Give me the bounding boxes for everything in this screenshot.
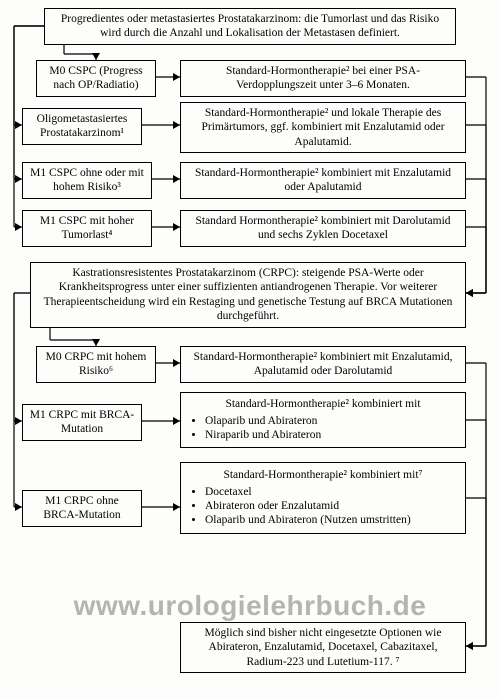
row3-left-text: M1 CSPC ohne oder mit hohem Risiko³	[29, 166, 145, 195]
row3-left: M1 CSPC ohne oder mit hohem Risiko³	[22, 162, 152, 199]
row7-left-text: M1 CRPC ohne BRCA-Mutation	[29, 494, 135, 523]
row2-right: Standard-Hormontherapie² und lokale Ther…	[180, 102, 466, 153]
watermark-text: www.urologielehrbuch.de	[74, 590, 427, 621]
row5-left: M0 CRPC mit hohem Risiko⁶	[36, 346, 156, 383]
row7-left: M1 CRPC ohne BRCA-Mutation	[22, 490, 142, 527]
row1-left: M0 CSPC (Progress nach OP/Radiatio)	[36, 60, 156, 97]
row1-right: Standard-Hormontherapie² bei einer PSA-V…	[180, 60, 466, 97]
row4-right-text: Standard Hormontherapie² kombiniert mit …	[187, 214, 459, 243]
row7-right-list: DocetaxelAbirateron oder EnzalutamidOlap…	[187, 485, 459, 528]
row5-right-text: Standard-Hormontherapie² kombiniert mit …	[187, 350, 459, 379]
row6-left: M1 CRPC mit BRCA-Mutation	[22, 404, 142, 441]
list-item: Docetaxel	[205, 485, 459, 499]
list-item: Olaparib und Abirateron	[205, 414, 459, 428]
row6-right-lead: Standard-Hormontherapie² kombiniert mit	[187, 397, 459, 411]
row5-left-text: M0 CRPC mit hohem Risiko⁶	[43, 350, 149, 379]
watermark: www.urologielehrbuch.de	[74, 590, 427, 622]
flowchart-canvas: Progredientes oder metastasiertes Prosta…	[0, 0, 500, 698]
row6-right-list: Olaparib und AbirateronNiraparib und Abi…	[187, 414, 459, 443]
header-box-2: Kastrationsresistentes Prostatakarzinom …	[30, 262, 466, 328]
row3-right: Standard-Hormontherapie² kombiniert mit …	[180, 162, 466, 199]
row6-right: Standard-Hormontherapie² kombiniert mit …	[180, 392, 466, 448]
row6-left-text: M1 CRPC mit BRCA-Mutation	[29, 408, 135, 437]
row7-right-lead: Standard-Hormontherapie² kombiniert mit⁷	[187, 468, 459, 482]
footer-text: Möglich sind bisher nicht eingesetzte Op…	[187, 626, 459, 669]
row1-right-text: Standard-Hormontherapie² bei einer PSA-V…	[187, 64, 459, 93]
list-item: Niraparib und Abirateron	[205, 428, 459, 442]
row1-left-text: M0 CSPC (Progress nach OP/Radiatio)	[43, 64, 149, 93]
footer-box: Möglich sind bisher nicht eingesetzte Op…	[180, 622, 466, 673]
row4-right: Standard Hormontherapie² kombiniert mit …	[180, 210, 466, 247]
list-item: Abirateron oder Enzalutamid	[205, 499, 459, 513]
row3-right-text: Standard-Hormontherapie² kombiniert mit …	[187, 166, 459, 195]
header-1-text: Progredientes oder metastasiertes Prosta…	[51, 12, 449, 41]
row5-right: Standard-Hormontherapie² kombiniert mit …	[180, 346, 466, 383]
row2-left-text: Oligometastasiertes Prostatakarzinom¹	[29, 112, 135, 141]
row2-left: Oligometastasiertes Prostatakarzinom¹	[22, 108, 142, 145]
header-2-text: Kastrationsresistentes Prostatakarzinom …	[37, 266, 459, 324]
row4-left: M1 CSPC mit hoher Tumorlast⁴	[22, 210, 152, 247]
row4-left-text: M1 CSPC mit hoher Tumorlast⁴	[29, 214, 145, 243]
header-box-1: Progredientes oder metastasiertes Prosta…	[44, 8, 456, 45]
row2-right-text: Standard-Hormontherapie² und lokale Ther…	[187, 106, 459, 149]
list-item: Olaparib und Abirateron (Nutzen umstritt…	[205, 513, 459, 527]
row7-right: Standard-Hormontherapie² kombiniert mit⁷…	[180, 462, 466, 534]
